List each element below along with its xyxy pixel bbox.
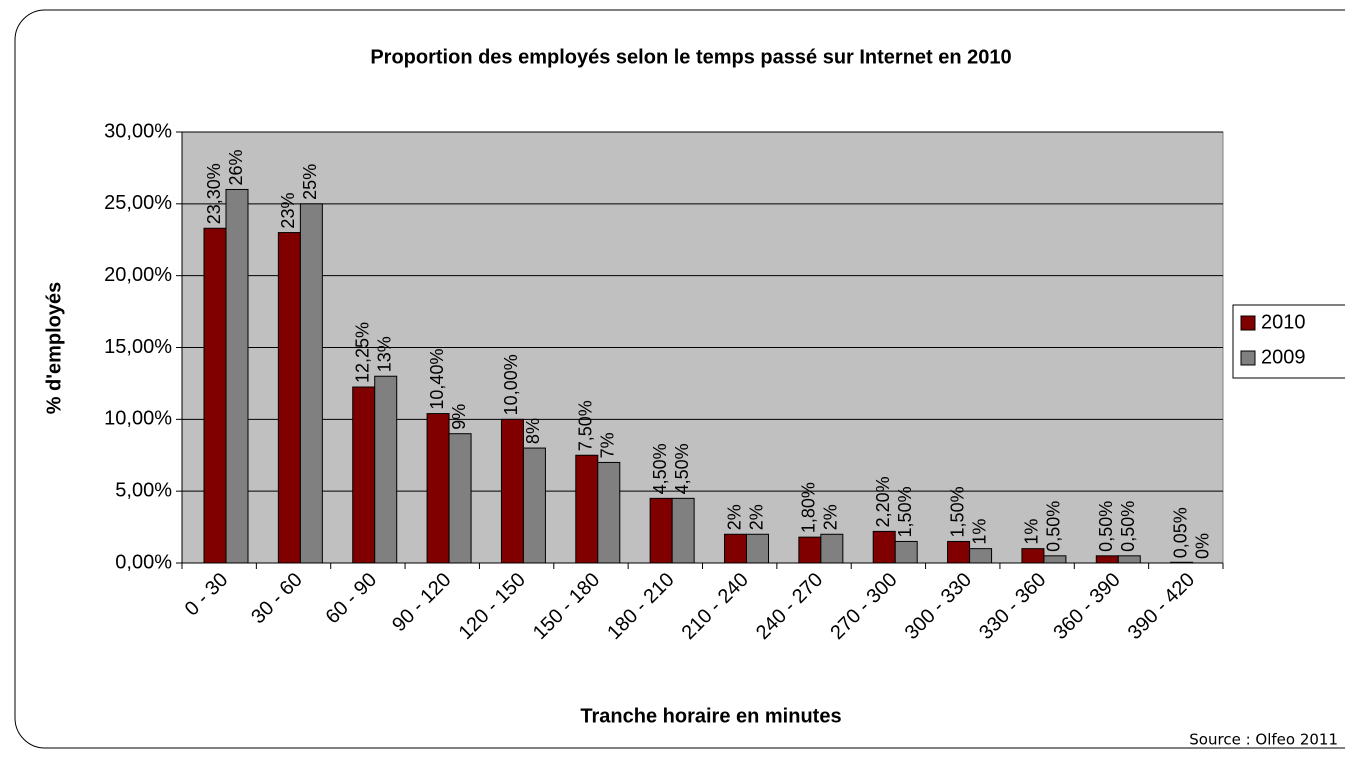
data-label: 25% xyxy=(300,164,320,200)
data-label: 4,50% xyxy=(672,443,692,494)
data-label: 2% xyxy=(724,504,744,530)
data-label: 2,20% xyxy=(873,476,893,527)
bar xyxy=(1043,555,1067,564)
y-tick-label: 20,00% xyxy=(104,264,172,286)
data-label: 23% xyxy=(278,193,298,229)
y-tick-label: 10,00% xyxy=(104,408,172,430)
legend-box xyxy=(1232,304,1345,379)
legend-label: 2009 xyxy=(1261,346,1306,368)
x-axis-title: Tranche horaire en minutes xyxy=(580,705,841,727)
bar xyxy=(872,530,896,564)
legend-label: 2010 xyxy=(1261,311,1306,333)
y-tick-label: 30,00% xyxy=(104,120,172,142)
bar xyxy=(374,375,398,564)
bar xyxy=(798,536,822,564)
data-label: 0,05% xyxy=(1170,507,1190,558)
bar xyxy=(500,418,524,564)
data-label: 0,50% xyxy=(1044,501,1064,552)
chart-title: Proportion des employés selon le temps p… xyxy=(370,46,1011,68)
bar xyxy=(426,413,450,564)
y-tick-label: 0,00% xyxy=(115,551,172,573)
bar xyxy=(299,203,323,564)
bar xyxy=(203,227,227,564)
bar xyxy=(352,386,376,564)
bar xyxy=(1170,561,1194,564)
data-label: 0,50% xyxy=(1118,501,1138,552)
bar xyxy=(894,540,918,564)
data-label: 8% xyxy=(523,418,543,444)
bar xyxy=(597,461,621,564)
bar xyxy=(1021,548,1045,564)
data-label: 7% xyxy=(598,432,618,458)
legend-swatch xyxy=(1240,315,1256,331)
bar xyxy=(746,533,769,564)
bar xyxy=(820,533,844,564)
data-label: 1,50% xyxy=(895,486,915,537)
y-tick-label: 25,00% xyxy=(104,192,172,214)
bar xyxy=(947,540,971,564)
bar xyxy=(575,454,599,564)
bar xyxy=(522,447,546,564)
data-label: 13% xyxy=(374,336,394,372)
bar xyxy=(671,497,695,564)
bar xyxy=(448,433,472,564)
source-note: Source : Olfeo 2011 xyxy=(1189,731,1338,749)
data-label: 1,50% xyxy=(947,486,967,537)
data-label: 1,80% xyxy=(799,482,819,533)
bar xyxy=(1095,555,1119,564)
y-tick-label: 5,00% xyxy=(115,479,172,501)
data-label: 0,50% xyxy=(1096,501,1116,552)
bar xyxy=(649,497,673,564)
data-label: 10,40% xyxy=(427,349,447,410)
data-label: 12,25% xyxy=(352,322,372,383)
data-label: 26% xyxy=(226,149,246,185)
data-label: 4,50% xyxy=(650,443,670,494)
data-label: 10,00% xyxy=(501,354,521,415)
data-label: 1% xyxy=(1022,519,1042,545)
bar xyxy=(277,232,301,564)
bar xyxy=(1117,555,1141,564)
y-tick-label: 15,00% xyxy=(104,336,172,358)
data-label: 1% xyxy=(969,519,989,545)
data-label: 2% xyxy=(746,504,766,530)
bar xyxy=(724,533,747,564)
data-label: 7,50% xyxy=(576,400,596,451)
bar xyxy=(969,548,993,564)
bar xyxy=(225,188,249,564)
y-axis-title: % d'employés xyxy=(43,282,65,415)
data-label: 2% xyxy=(821,504,841,530)
data-label: 9% xyxy=(449,404,469,430)
data-label: 23,30% xyxy=(204,163,224,224)
data-label: 0% xyxy=(1192,533,1212,559)
legend-swatch xyxy=(1240,350,1256,366)
